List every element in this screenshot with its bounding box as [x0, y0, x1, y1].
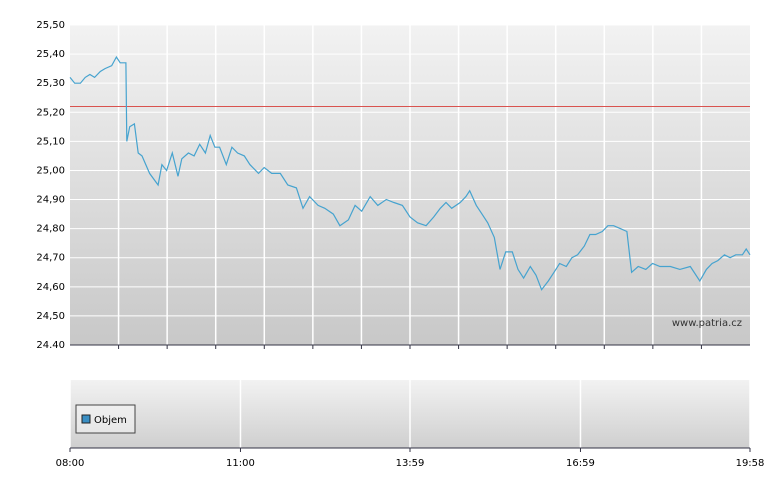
y-tick-label: 25,00 — [36, 165, 65, 176]
plot — [69, 55, 751, 291]
x-tick-label: 11:00 — [226, 458, 255, 469]
y-tick-label: 24,50 — [36, 311, 65, 322]
x-tick-label: 19:58 — [736, 458, 765, 469]
y-tick-label: 24,70 — [36, 253, 65, 264]
y-tick-label: 24.40 — [36, 340, 65, 351]
legend-swatch — [81, 414, 91, 424]
watermark: www.patria.cz — [672, 318, 742, 329]
y-tick-label: 24,80 — [36, 224, 65, 235]
y-tick-label: 25,30 — [36, 78, 65, 89]
y-tick-label: 25,40 — [36, 49, 65, 60]
y-tick-label: 24,60 — [36, 282, 65, 293]
price-line — [69, 55, 751, 291]
grid — [69, 24, 751, 448]
y-tick-label: 25,50 — [36, 20, 65, 31]
y-tick-label: 24,90 — [36, 195, 65, 206]
x-tick-label: 16:59 — [566, 458, 595, 469]
y-tick-label: 25,20 — [36, 107, 65, 118]
x-tick-label: 13:59 — [396, 458, 425, 469]
x-tick-label: 08:00 — [56, 458, 85, 469]
legend-label: Objem — [94, 415, 127, 426]
y-tick-label: 25,10 — [36, 136, 65, 147]
